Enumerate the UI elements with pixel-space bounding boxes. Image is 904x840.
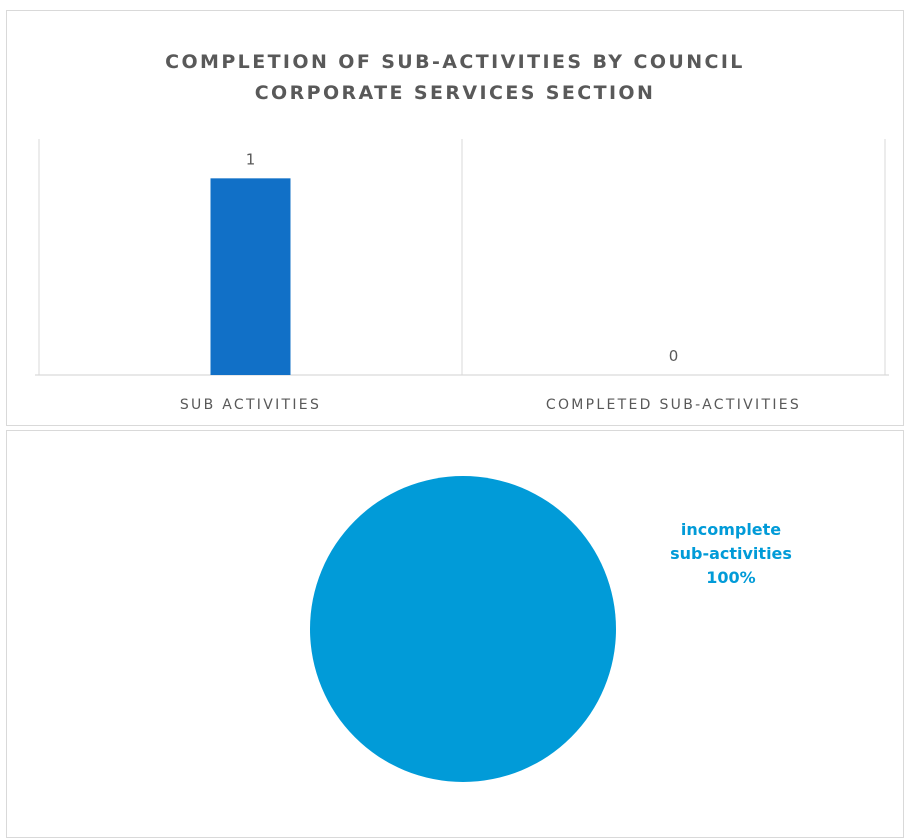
chart-title-line-1: COMPLETION OF SUB-ACTIVITIES BY COUNCIL (165, 51, 745, 73)
chart-title-line-2: CORPORATE SERVICES SECTION (254, 82, 656, 104)
pie-slice-0 (310, 476, 616, 782)
pie-slice-label-line-1: sub-activities (670, 544, 792, 563)
pie-chart-plot: incomplete sub-activities 100% (310, 476, 792, 782)
data-label-0: 1 (246, 150, 256, 168)
bar-chart-plot: 1 SUB ACTIVITIES 0 COMPLETED SUB-ACTIVITIES (35, 139, 889, 413)
x-tick-label-1: COMPLETED SUB-ACTIVITIES (546, 397, 801, 413)
bar-chart-panel: COMPLETION OF SUB-ACTIVITIES BY COUNCIL … (6, 10, 904, 426)
data-label-1: 0 (669, 347, 679, 365)
pie-slice-label-line-0: incomplete (681, 520, 781, 539)
pie-chart-panel: incomplete sub-activities 100% (6, 430, 904, 838)
bar-0 (210, 178, 291, 375)
pie-slice-label-line-2: 100% (706, 568, 755, 587)
x-tick-label-0: SUB ACTIVITIES (180, 397, 321, 413)
chart-title: COMPLETION OF SUB-ACTIVITIES BY COUNCIL … (7, 47, 903, 109)
